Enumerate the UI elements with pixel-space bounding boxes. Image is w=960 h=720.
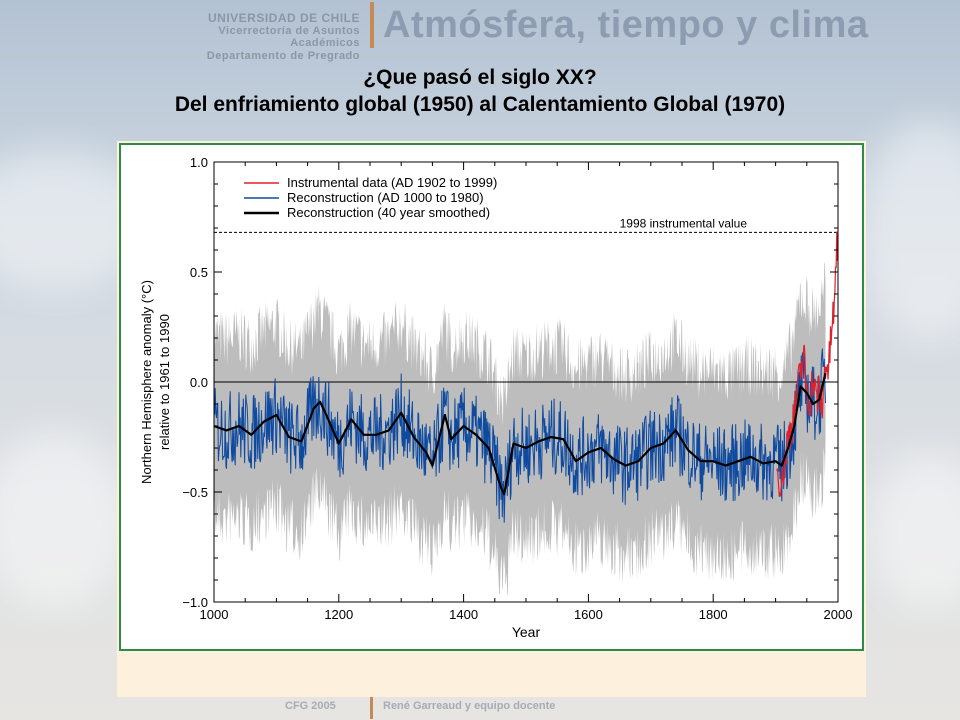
- x-axis-ticks: 1000 1200 1400 1600 1800 2000: [200, 162, 853, 622]
- header-divider: [370, 2, 374, 48]
- instrumental-line: [776, 231, 838, 498]
- x-tick-label: 1800: [699, 607, 728, 622]
- slide-title: ¿Que pasó el siglo XX? Del enfriamiento …: [0, 64, 960, 118]
- y-tick-label: 1.0: [190, 155, 208, 170]
- x-tick-label: 1400: [449, 607, 478, 622]
- reconstruction-annual-line: [213, 348, 826, 523]
- x-tick-label: 2000: [824, 607, 853, 622]
- x-axis-title: Year: [512, 624, 541, 640]
- institution-name: UNIVERSIDAD DE CHILE: [207, 11, 360, 25]
- chart-frame: 1998 instrumental value 1000 1200 1400 1600 1…: [119, 143, 864, 651]
- x-tick-label: 1200: [324, 607, 353, 622]
- legend-entry: Reconstruction (40 year smoothed): [287, 205, 490, 220]
- y-axis-ticks: 1.0 0.5 0.0 −0.5 −1.0: [182, 155, 838, 610]
- y-tick-label: 0.5: [190, 265, 208, 280]
- y-axis-title: Northern Hemisphere anomaly (°C): [139, 280, 154, 484]
- legend: Instrumental data (AD 1902 to 1999)Recon…: [244, 175, 497, 220]
- slide-title-line-2: Del enfriamiento global (1950) al Calent…: [174, 93, 786, 116]
- x-tick-label: 1600: [574, 607, 603, 622]
- footer-course: CFG 2005: [285, 700, 336, 712]
- legend-entry: Reconstruction (AD 1000 to 1980): [287, 190, 484, 205]
- slide-title-line-1: ¿Que pasó el siglo XX?: [363, 66, 597, 89]
- institution-block: UNIVERSIDAD DE CHILE Vicerrectoría de As…: [150, 12, 360, 62]
- reconstruction-smoothed-line: [213, 372, 827, 496]
- institution-department: Departamento de Pregrado: [206, 49, 360, 62]
- x-tick-label: 1000: [200, 607, 229, 622]
- institution-subunit: Vicerrectoría de Asuntos Académicos: [218, 24, 360, 50]
- legend-entry: Instrumental data (AD 1902 to 1999): [287, 175, 497, 190]
- y-tick-label: −1.0: [182, 595, 208, 610]
- y-tick-label: 0.0: [190, 375, 208, 390]
- y-tick-label: −0.5: [182, 485, 208, 500]
- app-title: Atmósfera, tiempo y clima: [383, 4, 869, 46]
- footer-divider: [370, 697, 373, 719]
- footer-author: René Garreaud y equipo docente: [383, 700, 556, 712]
- reference-line-label: 1998 instrumental value: [620, 216, 748, 230]
- y-axis-title-line-2: relative to 1961 to 1990: [157, 314, 172, 450]
- uncertainty-band: [214, 262, 826, 597]
